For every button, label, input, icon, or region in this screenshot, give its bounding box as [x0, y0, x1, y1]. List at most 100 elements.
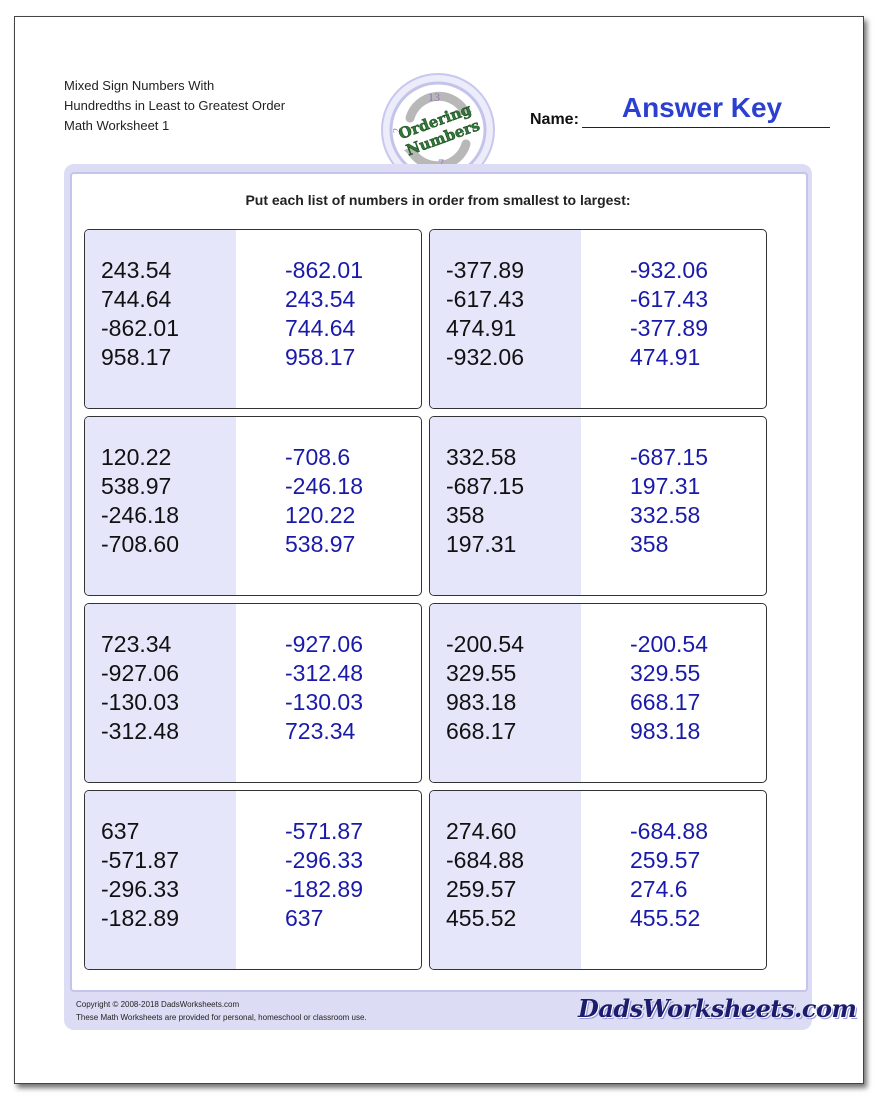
given-number: 958.17 — [101, 344, 172, 370]
given-panel — [85, 417, 236, 595]
given-number: 983.18 — [446, 689, 517, 715]
answer-number: 744.64 — [285, 315, 356, 341]
answer-number: 259.57 — [630, 847, 701, 873]
answer-number: 332.58 — [630, 502, 701, 528]
given-panel — [430, 230, 581, 408]
given-number: 332.58 — [446, 444, 517, 470]
given-number: 120.22 — [101, 444, 172, 470]
given-number: 668.17 — [446, 718, 517, 744]
answer-list: -708.6 -246.18 120.22 538.97 — [285, 443, 363, 559]
answer-number: 455.52 — [630, 905, 701, 931]
given-number: 744.64 — [101, 286, 172, 312]
logo-icon: 13 7 2 Ordering Numbers — [381, 73, 495, 187]
logo-top-number: 13 — [428, 90, 440, 104]
answer-number: 274.6 — [630, 876, 688, 902]
given-number: 329.55 — [446, 660, 517, 686]
given-list: 274.60 -684.88 259.57 455.52 — [446, 817, 524, 933]
problem-box-3: 120.22 538.97 -246.18 -708.60 -708.6 -24… — [84, 416, 422, 596]
answer-number: -708.6 — [285, 444, 351, 470]
answer-number: 538.97 — [285, 531, 356, 557]
problem-box-5: 723.34 -927.06 -130.03 -312.48 -927.06 -… — [84, 603, 422, 783]
answer-number: -684.88 — [630, 818, 709, 844]
answer-list: -684.88 259.57 274.6 455.52 — [630, 817, 708, 933]
problem-box-2: -377.89 -617.43 474.91 -932.06 -932.06 -… — [429, 229, 767, 409]
name-line — [582, 127, 830, 128]
given-number: 197.31 — [446, 531, 517, 557]
answer-number: -200.54 — [630, 631, 709, 657]
dadsworksheets-logo: DadsWorksheets.com — [578, 994, 857, 1023]
given-number: -687.15 — [446, 473, 525, 499]
answer-number: -377.89 — [630, 315, 709, 341]
answer-number: -130.03 — [285, 689, 364, 715]
given-list: -377.89 -617.43 474.91 -932.06 — [446, 256, 524, 372]
answer-number: -932.06 — [630, 257, 709, 283]
answer-number: 723.34 — [285, 718, 356, 744]
answer-key-text: Answer Key — [621, 92, 783, 123]
given-number: 274.60 — [446, 818, 517, 844]
given-number: -130.03 — [101, 689, 180, 715]
given-number: 358 — [446, 502, 485, 528]
answer-number: 958.17 — [285, 344, 356, 370]
given-number: -932.06 — [446, 344, 525, 370]
answer-list: -200.54 329.55 668.17 983.18 — [630, 630, 708, 746]
answer-list: -862.01 243.54 744.64 958.17 — [285, 256, 363, 372]
given-number: 259.57 — [446, 876, 517, 902]
answer-list: -927.06 -312.48 -130.03 723.34 — [285, 630, 363, 746]
answer-number: -617.43 — [630, 286, 709, 312]
given-panel — [430, 417, 581, 595]
given-number: -377.89 — [446, 257, 525, 283]
answer-number: -246.18 — [285, 473, 364, 499]
answer-number: 329.55 — [630, 660, 701, 686]
given-list: 120.22 538.97 -246.18 -708.60 — [101, 443, 179, 559]
answer-number: -687.15 — [630, 444, 709, 470]
answer-number: 983.18 — [630, 718, 701, 744]
answer-number: 358 — [630, 531, 669, 557]
copyright-text: Copyright © 2008-2018 DadsWorksheets.com — [76, 1000, 240, 1009]
answer-number: 120.22 — [285, 502, 356, 528]
given-number: -182.89 — [101, 905, 180, 931]
usage-notice: These Math Worksheets are provided for p… — [76, 1013, 367, 1022]
given-number: -617.43 — [446, 286, 525, 312]
worksheet-title: Mixed Sign Numbers With Hundredths in Le… — [64, 76, 285, 136]
answer-number: -571.87 — [285, 818, 364, 844]
given-number: -296.33 — [101, 876, 180, 902]
given-number: 637 — [101, 818, 140, 844]
given-number: 474.91 — [446, 315, 517, 341]
answer-list: -687.15 197.31 332.58 358 — [630, 443, 708, 559]
answer-number: -182.89 — [285, 876, 364, 902]
given-panel — [85, 791, 236, 969]
answer-list: -571.87 -296.33 -182.89 637 — [285, 817, 363, 933]
given-number: -927.06 — [101, 660, 180, 686]
given-list: 332.58 -687.15 358 197.31 — [446, 443, 524, 559]
title-line-2: Hundredths in Least to Greatest Order — [64, 98, 286, 113]
answer-list: -932.06 -617.43 -377.89 474.91 — [630, 256, 708, 372]
given-list: -200.54 329.55 983.18 668.17 — [446, 630, 524, 746]
answer-number: -296.33 — [285, 847, 364, 873]
given-list: 243.54 744.64 -862.01 958.17 — [101, 256, 179, 372]
given-list: 723.34 -927.06 -130.03 -312.48 — [101, 630, 179, 746]
given-number: -571.87 — [101, 847, 180, 873]
name-label: Name: — [530, 111, 579, 128]
logo-left-mark: 2 — [392, 128, 403, 133]
given-number: 455.52 — [446, 905, 517, 931]
answer-number: -862.01 — [285, 257, 364, 283]
given-number: -862.01 — [101, 315, 180, 341]
given-number: 538.97 — [101, 473, 172, 499]
given-number: -708.60 — [101, 531, 180, 557]
given-number: 723.34 — [101, 631, 172, 657]
instructions: Put each list of numbers in order from s… — [245, 192, 631, 208]
given-number: -200.54 — [446, 631, 525, 657]
title-line-3: Math Worksheet 1 — [64, 118, 170, 133]
answer-number: -927.06 — [285, 631, 364, 657]
ordering-numbers-logo: 13 7 2 Ordering Numbers — [380, 72, 496, 188]
given-number: -684.88 — [446, 847, 525, 873]
given-panel — [85, 230, 236, 408]
logo-bottom-number: 7 — [438, 156, 444, 170]
given-number: -246.18 — [101, 502, 180, 528]
problem-box-1: 243.54 744.64 -862.01 958.17 -862.01 243… — [84, 229, 422, 409]
footer-text: Copyright © 2008-2018 DadsWorksheets.com… — [76, 998, 367, 1024]
problem-box-7: 637 -571.87 -296.33 -182.89 -571.87 -296… — [84, 790, 422, 970]
answer-number: 668.17 — [630, 689, 701, 715]
answer-number: 243.54 — [285, 286, 356, 312]
problem-box-8: 274.60 -684.88 259.57 455.52 -684.88 259… — [429, 790, 767, 970]
